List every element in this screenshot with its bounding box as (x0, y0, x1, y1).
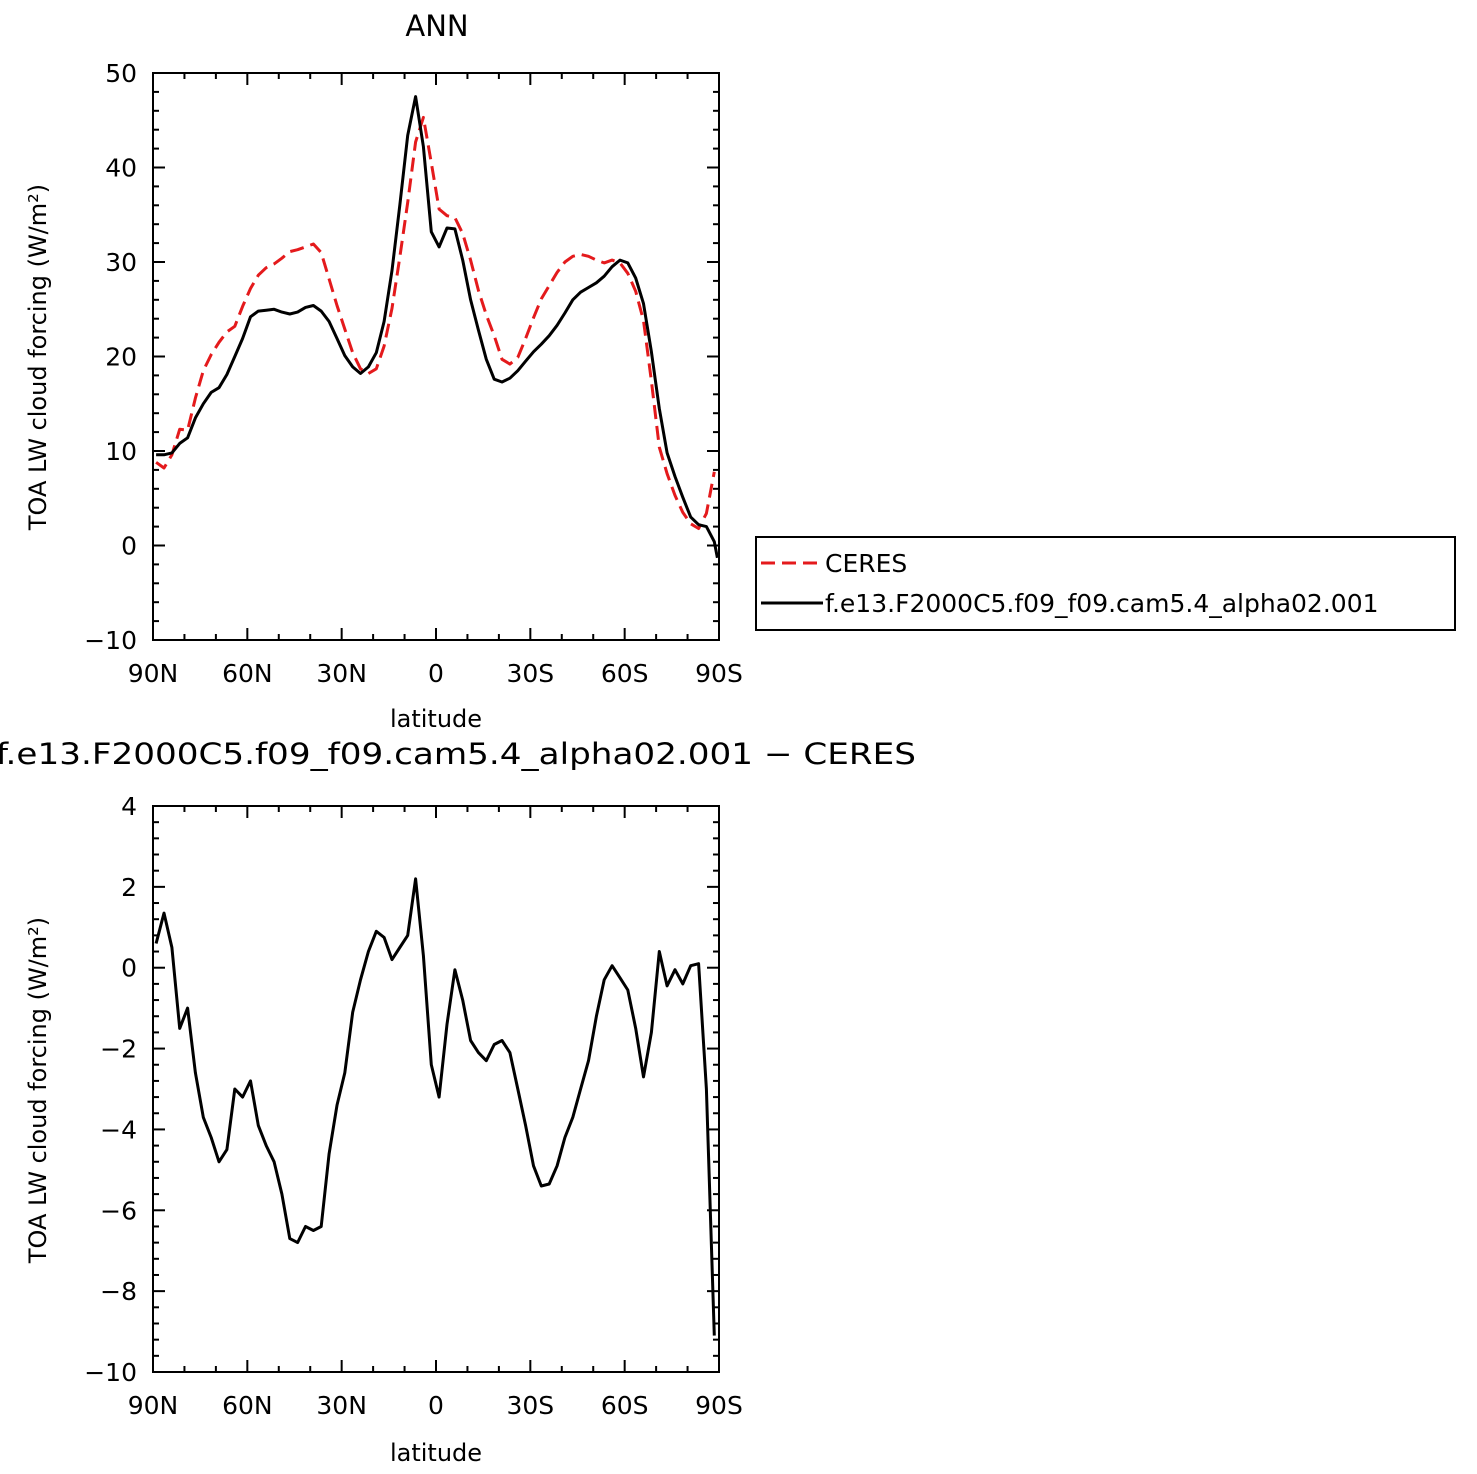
y-tick-label: 50 (105, 59, 137, 88)
y-tick-label: −6 (100, 1196, 137, 1225)
bottom-chart-x-axis-title: latitude (390, 1439, 482, 1467)
y-tick-label: −4 (100, 1115, 137, 1144)
y-tick-label: −10 (84, 1358, 137, 1387)
y-tick-label: 20 (105, 343, 137, 372)
y-tick-label: 0 (121, 954, 137, 983)
x-tick-label: 60S (601, 1391, 649, 1420)
x-tick-label: 60S (601, 659, 649, 688)
x-tick-label: 30S (506, 1391, 554, 1420)
x-tick-label: 0 (428, 659, 444, 688)
legend-box (755, 536, 1456, 631)
x-tick-label: 30N (316, 1391, 367, 1420)
x-tick-label: 60N (222, 659, 273, 688)
y-tick-label: −8 (100, 1277, 137, 1306)
legend-label-model: f.e13.F2000C5.f09_f09.cam5.4_alpha02.001 (825, 589, 1379, 618)
top-chart-y-axis-title: TOA LW cloud forcing (W/m²) (24, 184, 52, 531)
legend-label-ceres: CERES (825, 549, 907, 578)
y-tick-label: 2 (121, 873, 137, 902)
x-tick-label: 90N (128, 1391, 179, 1420)
y-tick-label: 10 (105, 437, 137, 466)
series-line-ceres (155, 115, 716, 530)
x-tick-label: 0 (428, 1391, 444, 1420)
plot-frame (152, 72, 720, 641)
top-chart-title: ANN (405, 9, 468, 43)
series-line-model (154, 877, 716, 1336)
y-tick-label: 30 (105, 248, 137, 277)
top-chart-x-axis-title: latitude (390, 705, 482, 733)
y-tick-label: −2 (100, 1035, 137, 1064)
series-line-model (156, 95, 719, 559)
x-tick-label: 30S (506, 659, 554, 688)
x-tick-label: 90N (128, 659, 179, 688)
bottom-chart-plot-area: 4 2 0 −2 −4 −6 −8 −10 90N 60N 30N 0 30S 60S 90S (84, 792, 743, 1420)
bottom-chart: f.e13.F2000C5.f09_f09.cam5.4_alpha02.001… (0, 737, 916, 1467)
y-tick-label: 4 (121, 792, 137, 821)
x-tick-label: 60N (222, 1391, 273, 1420)
bottom-chart-title: f.e13.F2000C5.f09_f09.cam5.4_alpha02.001… (0, 737, 916, 771)
bottom-chart-y-axis-title: TOA LW cloud forcing (W/m²) (24, 917, 52, 1264)
y-tick-label: 40 (105, 154, 137, 183)
top-chart: ANN 50 40 30 20 10 0 −10 90N 60N 30N 0 30S 60S 90S la… (24, 9, 1456, 733)
x-tick-label: 90S (695, 1391, 743, 1420)
x-tick-label: 30N (316, 659, 367, 688)
top-chart-legend: CERES f.e13.F2000C5.f09_f09.cam5.4_alpha… (755, 536, 1456, 631)
x-tick-label: 90S (695, 659, 743, 688)
y-tick-label: −10 (84, 626, 137, 655)
top-chart-plot-area: 50 40 30 20 10 0 −10 90N 60N 30N 0 30S 60S 90S (84, 59, 743, 688)
y-tick-label: 0 (121, 532, 137, 561)
